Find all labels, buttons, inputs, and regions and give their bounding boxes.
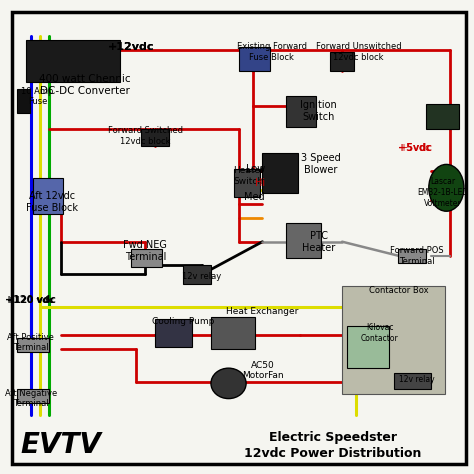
Bar bbox=[131, 249, 162, 267]
Bar bbox=[393, 373, 431, 389]
Bar bbox=[17, 90, 30, 113]
Bar bbox=[17, 389, 49, 403]
Bar bbox=[234, 169, 260, 197]
Text: +120 vdc: +120 vdc bbox=[7, 296, 54, 305]
Text: Lascar
EM32-1B-LED
Voltmeter: Lascar EM32-1B-LED Voltmeter bbox=[417, 177, 468, 208]
Bar bbox=[239, 47, 270, 71]
Text: Aft Negative
Terminal: Aft Negative Terminal bbox=[5, 389, 57, 409]
Bar bbox=[347, 326, 389, 368]
Bar bbox=[286, 97, 316, 127]
Text: 12v relay: 12v relay bbox=[399, 375, 435, 384]
Bar bbox=[141, 129, 169, 146]
Ellipse shape bbox=[211, 368, 246, 399]
Bar bbox=[33, 178, 64, 214]
Text: Low: Low bbox=[246, 164, 265, 174]
Text: Forward Unswitched
12vdc block: Forward Unswitched 12vdc block bbox=[316, 42, 401, 62]
Bar bbox=[17, 337, 49, 352]
Text: Aft Positive
Terminal: Aft Positive Terminal bbox=[7, 333, 54, 352]
Text: Cooling Pump: Cooling Pump bbox=[152, 317, 214, 326]
Bar bbox=[183, 265, 211, 284]
Text: 10 Amp
Fuse: 10 Amp Fuse bbox=[21, 87, 54, 106]
Text: Forward Switched
12vdc block: Forward Switched 12vdc block bbox=[108, 127, 183, 146]
Text: Heater
Switch: Heater Switch bbox=[233, 166, 264, 186]
Text: Electric Speedster
12vdc Power Distribution: Electric Speedster 12vdc Power Distribut… bbox=[244, 431, 421, 460]
Text: Contactor Box: Contactor Box bbox=[368, 286, 428, 295]
Text: +5vdc: +5vdc bbox=[399, 143, 430, 153]
Text: EVTV: EVTV bbox=[21, 431, 101, 459]
Bar bbox=[263, 153, 298, 192]
Text: Heat Exchanger: Heat Exchanger bbox=[226, 308, 299, 317]
Text: Med: Med bbox=[244, 192, 265, 202]
Text: +120 vdc: +120 vdc bbox=[5, 295, 56, 305]
Bar bbox=[330, 52, 354, 71]
Text: +12vdc: +12vdc bbox=[108, 42, 155, 52]
Text: 12v relay: 12v relay bbox=[182, 273, 221, 281]
Text: Forward POS
Terminal: Forward POS Terminal bbox=[390, 246, 444, 265]
Text: +5vdc: +5vdc bbox=[398, 143, 432, 153]
Text: +12vdc: +12vdc bbox=[108, 42, 155, 52]
Text: Kilovac
Contactor: Kilovac Contactor bbox=[361, 323, 399, 343]
Bar bbox=[286, 223, 321, 258]
Text: Aft 12vdc
Fuse Block: Aft 12vdc Fuse Block bbox=[26, 191, 78, 213]
Bar bbox=[26, 40, 119, 82]
Bar bbox=[427, 103, 459, 129]
Text: 400 watt Chennic
DC-DC Converter: 400 watt Chennic DC-DC Converter bbox=[39, 74, 130, 96]
Bar bbox=[342, 286, 445, 394]
Text: Fwd NEG
Terminal: Fwd NEG Terminal bbox=[123, 240, 167, 262]
Text: AC50
MotorFan: AC50 MotorFan bbox=[242, 361, 283, 380]
Bar bbox=[211, 317, 255, 349]
Ellipse shape bbox=[429, 164, 464, 211]
Bar bbox=[155, 319, 192, 347]
Bar bbox=[398, 249, 427, 263]
Text: 3 Speed
Blower: 3 Speed Blower bbox=[301, 154, 341, 175]
Text: Existing Forward
Fuse Block: Existing Forward Fuse Block bbox=[237, 42, 307, 62]
Text: PTC
Heater: PTC Heater bbox=[302, 231, 335, 253]
Text: Hi: Hi bbox=[255, 178, 265, 188]
Text: Ignition
Switch: Ignition Switch bbox=[301, 100, 337, 121]
